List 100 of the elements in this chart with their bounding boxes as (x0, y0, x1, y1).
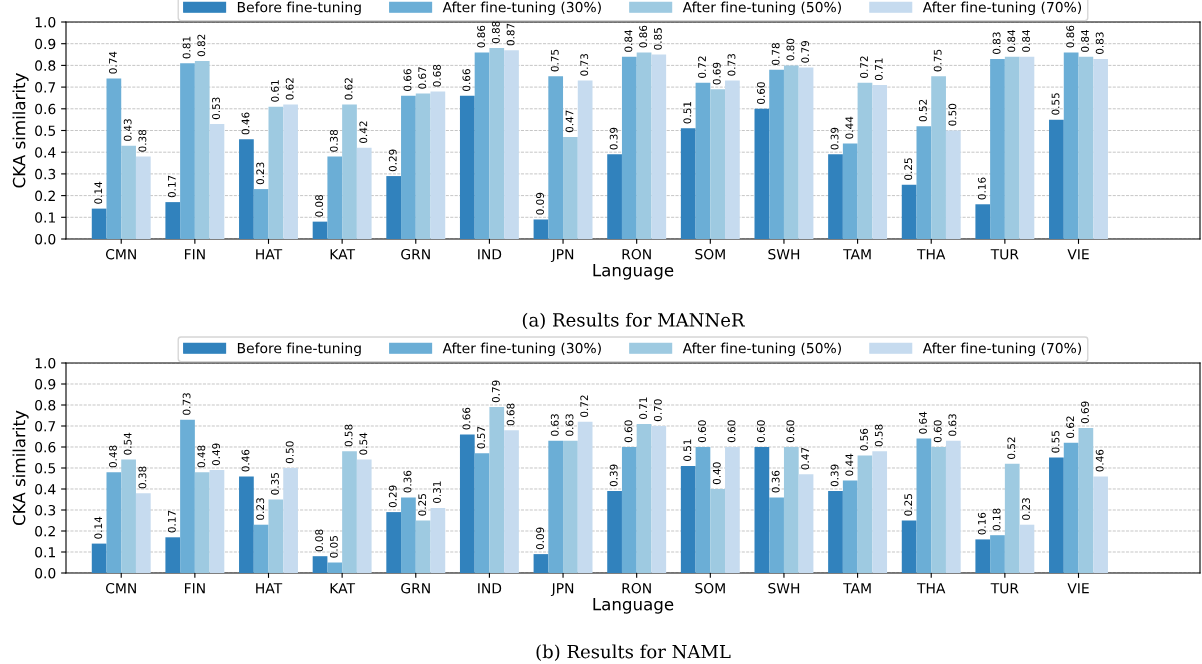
data-label: 0.69 (712, 62, 721, 85)
bar (165, 537, 181, 573)
x-tick-label: KAT (330, 583, 356, 594)
data-label: 0.56 (860, 428, 868, 451)
y-tick-label: 0.7 (35, 82, 56, 93)
data-label: 0.42 (359, 121, 368, 144)
data-label: 0.52 (919, 99, 927, 122)
x-tick-label: THA (916, 249, 946, 260)
bar (459, 95, 475, 239)
data-label: 0.46 (241, 449, 250, 472)
data-label: 0.60 (698, 420, 706, 443)
data-label: 0.60 (757, 82, 765, 104)
data-label: 0.52 (1007, 437, 1016, 459)
data-label: 0.80 (786, 38, 795, 61)
bar (474, 453, 490, 573)
bar (533, 554, 549, 573)
bar (975, 539, 991, 573)
y-tick-label: 1.0 (35, 357, 56, 369)
data-label: 0.61 (271, 80, 279, 102)
bar (695, 447, 711, 573)
bar (916, 126, 932, 239)
bar (356, 147, 372, 239)
data-label: 0.86 (477, 25, 486, 48)
data-label: 0.17 (167, 510, 176, 533)
bar (916, 438, 932, 573)
data-label: 0.25 (904, 158, 913, 180)
y-tick-label: 0.1 (35, 212, 55, 223)
x-tick-label: KAT (330, 249, 356, 260)
bar (1063, 442, 1079, 573)
data-label: 0.23 (256, 162, 265, 185)
bar (1078, 56, 1094, 239)
bar (901, 520, 917, 573)
bar (121, 459, 136, 573)
bar (106, 472, 122, 573)
bar (931, 76, 946, 239)
data-label: 0.08 (315, 529, 324, 552)
bar (710, 489, 726, 573)
bar (1063, 52, 1079, 239)
bar (798, 474, 814, 573)
data-label: 0.62 (1066, 416, 1075, 438)
data-label: 0.17 (167, 175, 176, 198)
data-label: 0.60 (933, 420, 942, 443)
data-label: 0.86 (1066, 25, 1075, 48)
bar (327, 156, 343, 239)
bar (563, 137, 578, 239)
x-tick-label: SWH (768, 248, 800, 260)
x-tick-label: TUR (990, 249, 1019, 260)
bar (621, 447, 637, 573)
bar (901, 184, 917, 239)
bar (459, 434, 475, 573)
data-label: 0.60 (624, 420, 633, 443)
bar (430, 507, 446, 573)
bar (401, 95, 416, 239)
x-tick-label: VIE (1067, 583, 1089, 594)
bar (474, 52, 490, 239)
data-label: 0.44 (845, 453, 854, 476)
data-label: 0.60 (727, 420, 736, 443)
bar (975, 204, 991, 239)
bar (194, 61, 210, 239)
x-axis-title: Language (593, 598, 674, 614)
bar (1004, 463, 1020, 573)
y-tick-label: 0.5 (35, 125, 56, 136)
y-tick-label: 0.8 (35, 60, 56, 71)
bar (327, 562, 343, 573)
bar (209, 123, 225, 239)
data-label: 0.16 (977, 177, 986, 200)
data-label: 0.48 (197, 445, 206, 468)
data-label: 0.44 (845, 116, 854, 139)
data-label: 0.51 (683, 439, 692, 462)
data-label: 0.60 (757, 420, 765, 443)
data-label: 0.39 (609, 464, 618, 487)
data-label: 0.25 (904, 494, 913, 516)
data-label: 0.38 (138, 129, 147, 152)
data-label: 0.46 (1095, 449, 1104, 472)
y-tick-label: 0.3 (35, 168, 56, 180)
data-label: 0.29 (388, 485, 397, 508)
bar (651, 54, 667, 239)
bar (754, 108, 770, 239)
bar (636, 423, 652, 573)
bar (106, 78, 122, 239)
bar (165, 202, 181, 239)
data-label: 0.09 (536, 192, 544, 215)
bar (725, 447, 740, 573)
x-axis-title: Language (593, 264, 674, 280)
bar (1019, 524, 1035, 573)
bar (533, 219, 549, 239)
bar (239, 139, 254, 239)
x-tick-label: HAT (256, 583, 283, 594)
bar (769, 69, 784, 239)
x-tick-label: TAM (843, 583, 871, 594)
bar (135, 156, 151, 239)
x-tick-label: IND (478, 583, 502, 594)
x-tick-label: RON (622, 582, 651, 594)
data-label: 0.72 (580, 395, 589, 417)
x-tick-label: JPN (550, 583, 574, 597)
data-label: 0.58 (344, 424, 353, 447)
data-label: 0.83 (1095, 32, 1104, 55)
data-label: 0.72 (698, 56, 706, 78)
x-tick-label: TAM (843, 249, 871, 260)
x-tick-label: RON (622, 248, 651, 260)
